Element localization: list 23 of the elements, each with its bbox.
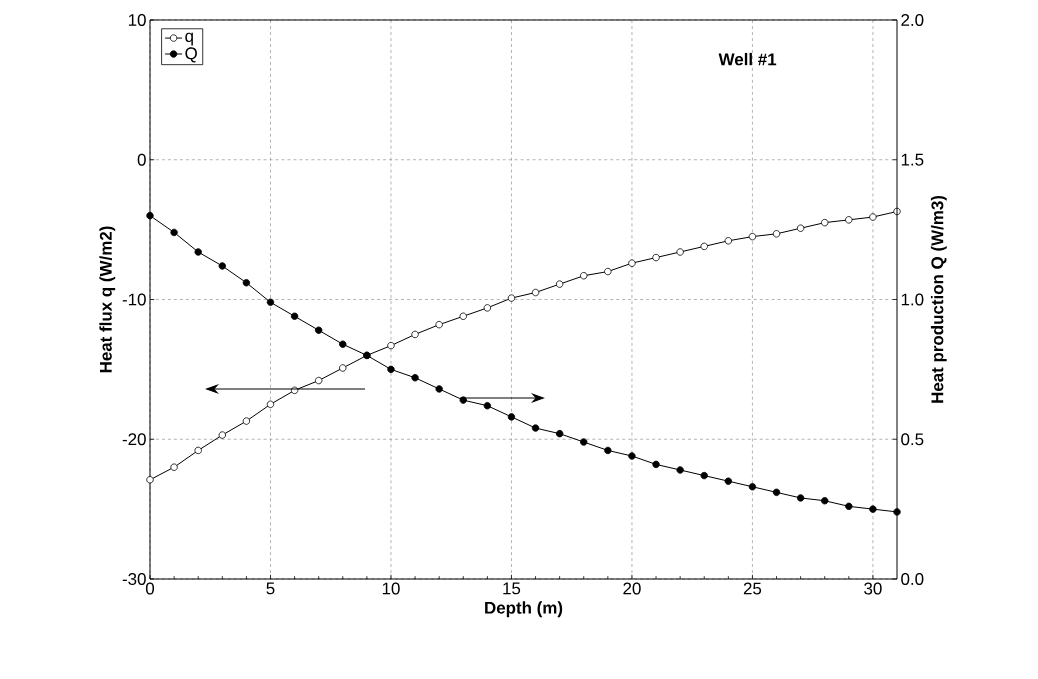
y-tick-label: -10 xyxy=(122,293,146,306)
y-tick-label: 0 xyxy=(137,153,146,166)
legend-label: q xyxy=(185,32,193,46)
legend-label: Q xyxy=(185,47,197,63)
x-tick-label: 20 xyxy=(623,582,641,595)
x-tick-label: 10 xyxy=(382,582,400,595)
y2-axis-title: Heat production Q (W/m3) xyxy=(930,195,947,403)
y2-tick-label: 0.0 xyxy=(901,573,924,585)
x-tick-label: 25 xyxy=(743,582,762,595)
y2-tick-label: 1.5 xyxy=(901,153,924,166)
annotation: Well #1 xyxy=(718,52,777,66)
y-tick-label: -30 xyxy=(122,573,146,585)
y2-tick-label: 0.5 xyxy=(901,433,924,446)
y2-tick-label: 2.0 xyxy=(901,13,924,26)
x-tick-label: 0 xyxy=(145,582,155,595)
y-tick-label: -20 xyxy=(122,433,146,446)
y2-tick-label: 1.0 xyxy=(901,293,924,306)
x-tick-label: 30 xyxy=(864,582,882,595)
x-tick-label: 5 xyxy=(266,582,275,595)
x-tick-label: 15 xyxy=(503,582,521,595)
y-tick-label: 10 xyxy=(128,13,146,26)
x-axis-title: Depth (m) xyxy=(485,601,563,618)
y-axis-title: Heat flux q (W/m2) xyxy=(99,226,116,373)
